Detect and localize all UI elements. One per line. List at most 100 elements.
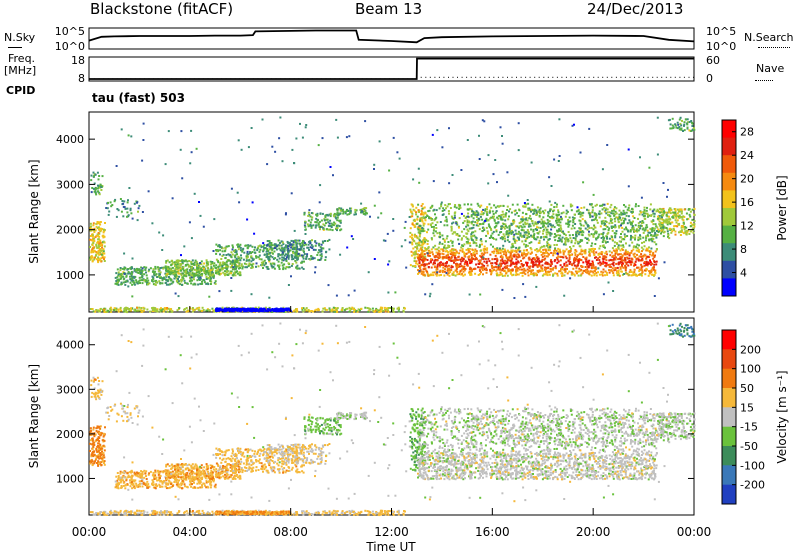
power-cell [620, 219, 623, 222]
power-cell [536, 250, 539, 253]
power-cell [501, 258, 504, 261]
power-cell [613, 241, 616, 244]
noise-series: 10^510^010^510^0 [55, 25, 736, 53]
power-cell [534, 260, 537, 263]
power-cell [312, 248, 315, 251]
power-cell [90, 174, 93, 177]
power-cell [159, 267, 162, 269]
nsky-line [88, 29, 695, 44]
power-cell [90, 249, 93, 252]
power-cell [325, 222, 327, 225]
power-cell [200, 272, 203, 275]
power-cell [177, 266, 180, 269]
power-cell [378, 309, 381, 312]
power-cell [321, 240, 324, 243]
power-cell [120, 277, 123, 279]
power-cell [208, 309, 211, 312]
power-cell [411, 215, 414, 218]
power-cell [246, 255, 249, 258]
power-cell [438, 231, 441, 234]
power-cell [621, 255, 624, 258]
power-cell [292, 241, 295, 244]
power-cell [516, 203, 519, 206]
power-cell [97, 246, 100, 249]
power-cell [273, 262, 276, 265]
power-cell [592, 266, 595, 269]
power-cell [303, 260, 305, 263]
power-cell [447, 203, 450, 206]
power-cell [453, 214, 456, 217]
power-cell [529, 247, 532, 249]
nave-point [311, 78, 313, 80]
power-cell [483, 264, 486, 267]
power-cell [115, 309, 118, 312]
nave-point [148, 78, 150, 80]
power-cell [199, 309, 202, 312]
power-cell [471, 248, 474, 251]
power-cell [123, 310, 126, 313]
power-cell [601, 233, 604, 236]
power-cell [644, 212, 647, 215]
power-cell [271, 266, 274, 269]
power-cell [96, 252, 99, 255]
power-cell [502, 226, 505, 229]
power-cell [461, 257, 464, 260]
power-cell [136, 306, 139, 309]
power-cell [617, 246, 620, 249]
power-cell [200, 260, 203, 263]
power-cell [209, 280, 212, 282]
power-cell [604, 252, 607, 255]
power-cell [438, 254, 441, 257]
power-cell [535, 223, 538, 226]
power-cell [420, 230, 423, 233]
power-cell [104, 222, 106, 224]
power-cell [473, 234, 476, 237]
power-cell [436, 248, 439, 251]
power-cell [636, 253, 638, 256]
power-cell [248, 309, 251, 311]
power-cell [463, 214, 465, 217]
power-cell [191, 272, 194, 275]
nave-point [452, 76, 454, 78]
power-cell [185, 310, 188, 313]
power-cell [607, 231, 610, 234]
power-cell [652, 223, 655, 226]
power-cell [511, 268, 514, 271]
power-cell [549, 234, 552, 237]
power-cell [514, 241, 517, 244]
power-cell [270, 244, 273, 246]
power-cell [531, 222, 534, 225]
power-cell [491, 269, 494, 272]
power-cell [559, 264, 562, 267]
power-cell [605, 262, 608, 265]
power-cell [462, 221, 465, 224]
power-cell [424, 212, 427, 215]
power-cell [501, 247, 504, 250]
power-cell [476, 222, 479, 225]
power-cell [530, 228, 533, 231]
power-cell [432, 261, 435, 264]
power-cell [283, 249, 286, 252]
power-cell [302, 307, 305, 310]
power-cell [417, 269, 419, 272]
power-cell [142, 278, 145, 281]
power-cell [98, 258, 101, 261]
power-cell [598, 273, 601, 276]
power-cell [447, 210, 450, 213]
power-cell [238, 309, 241, 312]
power-cell [494, 261, 497, 264]
power-cell [301, 244, 304, 247]
power-cell [615, 272, 618, 274]
power-cell [224, 270, 226, 273]
power-cell [93, 229, 96, 232]
power-cell [623, 259, 626, 262]
power-cell [470, 222, 473, 225]
power-cell [207, 273, 210, 276]
power-cell [518, 226, 520, 229]
power-cell [493, 219, 496, 222]
power-cell [333, 221, 336, 224]
power-cell [507, 270, 510, 273]
power-cell [151, 307, 154, 309]
power-cell [275, 307, 278, 310]
power-cell [461, 237, 463, 240]
